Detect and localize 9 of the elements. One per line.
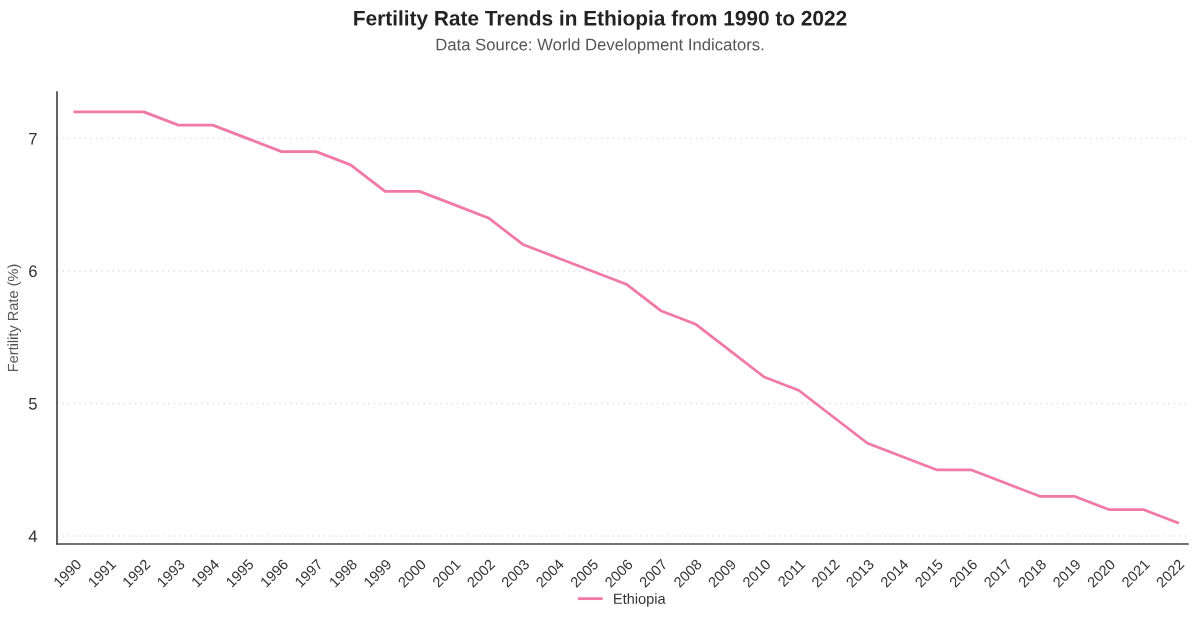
y-tick-label: 6 [29,265,37,278]
y-tick-label: 7 [29,132,37,145]
chart-subtitle: Data Source: World Development Indicators. [436,38,764,54]
y-tick-label: 4 [28,530,38,543]
line-series [73,110,1180,525]
y-tick-label: 5 [28,398,37,410]
chart-title: Fertility Rate Trends in Ethiopia from 1990 to 2022 [354,10,847,30]
y-axis-title: Fertility Rate (%) [7,264,21,372]
legend-label: Ethiopia [614,593,666,607]
